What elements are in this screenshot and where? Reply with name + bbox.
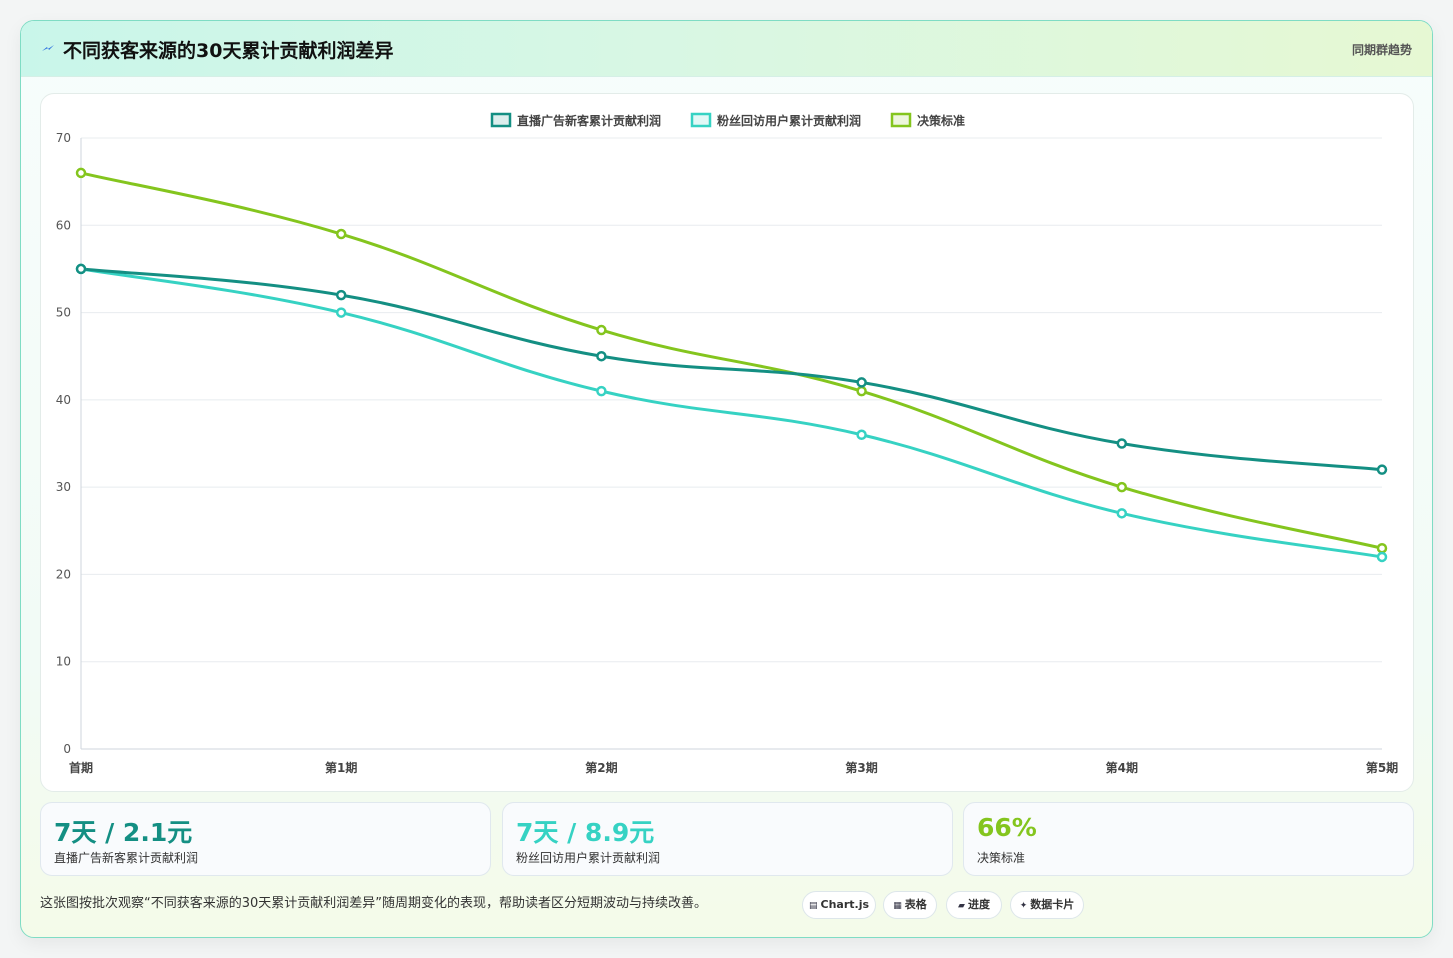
sparkle-icon: ✦ — [1019, 901, 1028, 911]
stat-card-3: 66% 决策标准 — [963, 802, 1414, 876]
y-tick-label: 40 — [56, 393, 71, 407]
progress-icon: ▰ — [958, 901, 965, 911]
data-point — [75, 167, 87, 179]
data-point — [1376, 464, 1388, 475]
series-line-1 — [80, 267, 1383, 472]
legend-swatch — [490, 112, 512, 128]
pill-label: Chart.js — [820, 898, 870, 911]
stat-value: 7天 / 8.9元 — [516, 818, 655, 847]
chart-panel: 0 10 20 30 40 50 60 70 首期 第1期 第2期 第3期 第4期 第5期 直播广告新客累计… — [40, 93, 1414, 792]
line-chart: 0 10 20 30 40 50 60 70 首期 第1期 第2期 第3期 第4期 第5期 直播广告新客累计… — [56, 112, 1398, 775]
data-point — [1116, 508, 1128, 519]
table-icon: ▦ — [893, 901, 902, 911]
y-tick-label: 60 — [56, 218, 71, 232]
legend-swatch — [890, 112, 912, 128]
x-tick-label: 第1期 — [325, 760, 357, 775]
pill-label: 进度 — [967, 898, 990, 911]
x-tick-label: 第3期 — [845, 760, 877, 775]
stat-card-2: 7天 / 8.9元 粉丝回访用户累计贡献利润 — [502, 802, 953, 876]
pill-chartjs[interactable]: ▤ Chart.js — [802, 891, 876, 919]
chart-icon: ▤ — [808, 901, 818, 911]
y-tick-label: 10 — [56, 655, 71, 669]
pill-label: 数据卡片 — [1030, 898, 1075, 911]
y-tick-label: 30 — [56, 480, 71, 494]
data-point — [1116, 481, 1128, 493]
pill-table[interactable]: ▦ 表格 — [883, 891, 937, 919]
data-point — [335, 307, 347, 318]
pill-data-card[interactable]: ✦ 数据卡片 — [1010, 891, 1084, 919]
chart-description: 这张图按批次观察“不同获客来源的30天累计贡献利润差异”随周期变化的表现，帮助读… — [40, 896, 708, 911]
lightning-icon — [42, 45, 54, 51]
x-tick-label: 第2期 — [585, 760, 617, 775]
data-point — [335, 289, 347, 301]
data-point — [596, 324, 607, 336]
stat-label: 粉丝回访用户累计贡献利润 — [516, 851, 661, 865]
data-point — [856, 377, 867, 388]
legend-label: 直播广告新客累计贡献利润 — [517, 113, 661, 128]
data-point — [1376, 551, 1388, 563]
x-tick-label: 第4期 — [1106, 760, 1138, 775]
dashboard-card: 不同获客来源的30天累计贡献利润差异 同期群趋势 0 10 20 30 40 50 60 70… — [20, 20, 1433, 938]
card-header: 不同获客来源的30天累计贡献利润差异 同期群趋势 — [21, 21, 1432, 77]
x-tick-label: 首期 — [69, 760, 93, 775]
stat-label: 直播广告新客累计贡献利润 — [54, 851, 199, 865]
data-point — [596, 350, 607, 362]
data-point — [1376, 542, 1388, 554]
stat-value: 7天 / 2.1元 — [54, 818, 193, 847]
legend-swatch — [690, 112, 712, 128]
data-point — [596, 385, 607, 397]
legend-label: 粉丝回访用户累计贡献利润 — [717, 113, 861, 128]
data-point — [335, 228, 347, 240]
data-point — [75, 263, 87, 275]
x-tick-label: 第5期 — [1366, 760, 1398, 775]
data-point — [856, 429, 867, 441]
series-line-3 — [80, 171, 1383, 550]
header-tag: 同期群趋势 — [1351, 43, 1412, 57]
pill-label: 表格 — [904, 898, 927, 911]
y-tick-label: 0 — [63, 742, 71, 756]
y-tick-label: 20 — [56, 567, 71, 581]
chart-title: 不同获客来源的30天累计贡献利润差异 — [63, 40, 394, 62]
series-line-2 — [80, 267, 1383, 559]
legend-label: 决策标准 — [917, 113, 965, 128]
y-tick-label: 70 — [56, 131, 71, 145]
data-point — [1116, 438, 1128, 449]
y-tick-label: 50 — [56, 306, 71, 320]
stat-value: 66% — [977, 813, 1037, 842]
data-point — [856, 385, 867, 397]
stat-label: 决策标准 — [977, 851, 1026, 865]
pill-progress[interactable]: ▰ 进度 — [946, 891, 1002, 919]
stat-card-1: 7天 / 2.1元 直播广告新客累计贡献利润 — [40, 802, 491, 876]
